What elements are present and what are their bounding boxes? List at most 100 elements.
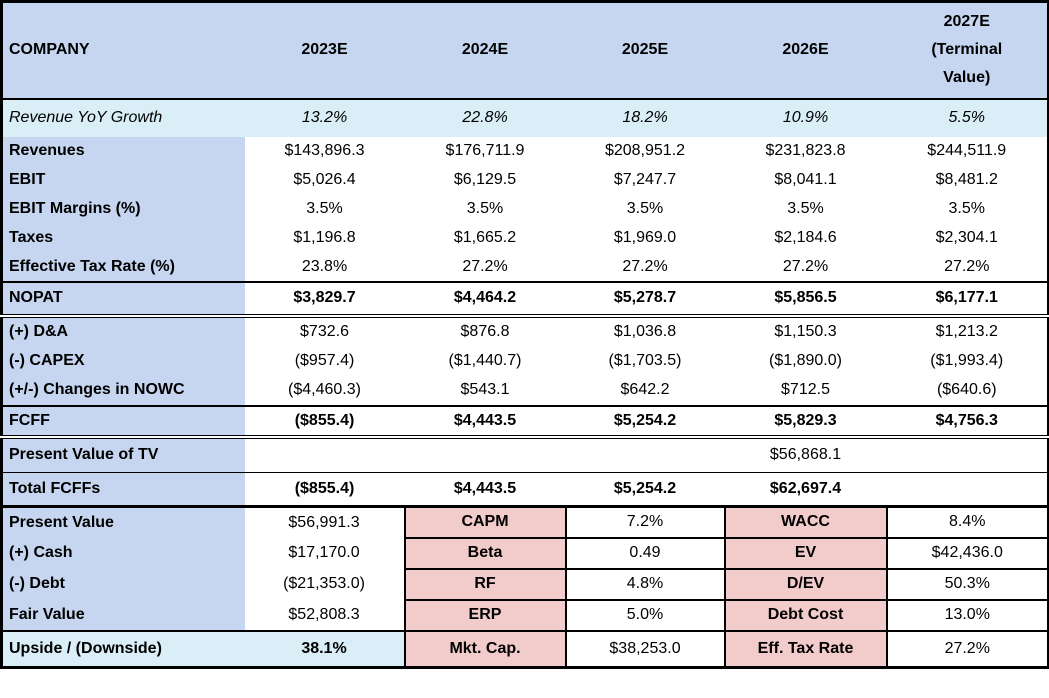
cell-value: $4,443.5 xyxy=(404,472,566,508)
fcff-row: FCFF ($855.4) $4,443.5 $5,254.2 $5,829.3… xyxy=(1,404,1049,439)
company-header-cell: COMPANY xyxy=(1,1,245,100)
cell-value: $4,756.3 xyxy=(886,404,1049,439)
cell-value: $1,150.3 xyxy=(724,315,887,346)
upside-value: 38.1% xyxy=(244,629,405,668)
cell-value: $876.8 xyxy=(404,315,566,346)
cell-value: 3.5% xyxy=(244,194,405,224)
cell-value: 27.2% xyxy=(886,252,1049,282)
cell-value: $8,481.2 xyxy=(886,165,1049,195)
cell-value: $5,026.4 xyxy=(244,165,405,195)
row-label: Present Value of TV xyxy=(1,436,245,473)
cell-value: $17,170.0 xyxy=(244,537,405,569)
metric-label-erp: ERP xyxy=(403,598,567,632)
changes-in-nowc-row: (+/-) Changes in NOWC ($4,460.3) $543.1 … xyxy=(1,375,1049,406)
cell-value: $5,829.3 xyxy=(724,404,887,439)
cell-value: $3,829.7 xyxy=(244,280,405,318)
row-label: (+) D&A xyxy=(1,315,245,346)
cell-value: ($1,440.7) xyxy=(404,345,566,376)
row-label: (-) CAPEX xyxy=(1,345,245,376)
cell-value: 23.8% xyxy=(244,252,405,282)
row-label: (+/-) Changes in NOWC xyxy=(1,375,245,406)
cell-value: 3.5% xyxy=(724,194,887,224)
row-label: Revenues xyxy=(1,136,245,166)
cell-value: 27.2% xyxy=(724,252,887,282)
cell-value: $231,823.8 xyxy=(724,136,887,166)
cell-value: ($1,993.4) xyxy=(886,345,1049,376)
row-label: NOPAT xyxy=(1,280,245,318)
cell-value: 3.5% xyxy=(886,194,1049,224)
metric-value-erp: 5.0% xyxy=(564,598,726,632)
cell-value: $1,036.8 xyxy=(565,315,725,346)
cell-value: 3.5% xyxy=(565,194,725,224)
metric-value-wacc: 8.4% xyxy=(885,505,1049,539)
row-label: Upside / (Downside) xyxy=(1,629,245,668)
cell-value xyxy=(565,436,725,473)
capex-row: (-) CAPEX ($957.4) ($1,440.7) ($1,703.5)… xyxy=(1,345,1049,376)
row-label: Present Value xyxy=(1,506,245,538)
row-label: EBIT Margins (%) xyxy=(1,194,245,224)
metric-label-debt-cost: Debt Cost xyxy=(723,598,888,632)
metric-label-beta: Beta xyxy=(403,536,567,570)
cell-value: $4,443.5 xyxy=(404,404,566,439)
cell-value: $2,304.1 xyxy=(886,223,1049,253)
dcf-table: COMPANY 2023E 2024E 2025E 2026E 2027E (T… xyxy=(0,0,1049,669)
col-header-2024e: 2024E xyxy=(404,1,566,100)
cell-value: $712.5 xyxy=(724,375,887,406)
taxes-row: Taxes $1,196.8 $1,665.2 $1,969.0 $2,184.… xyxy=(1,223,1049,253)
col-header-2026e: 2026E xyxy=(724,1,887,100)
cell-value: $5,254.2 xyxy=(565,404,725,439)
cell-value: $1,196.8 xyxy=(244,223,405,253)
cell-value: ($640.6) xyxy=(886,375,1049,406)
ebit-row: EBIT $5,026.4 $6,129.5 $7,247.7 $8,041.1… xyxy=(1,165,1049,195)
cell-value: $2,184.6 xyxy=(724,223,887,253)
cell-value: $208,951.2 xyxy=(565,136,725,166)
row-label: EBIT xyxy=(1,165,245,195)
cell-value: 10.9% xyxy=(724,98,887,137)
row-label: Taxes xyxy=(1,223,245,253)
header-row: COMPANY 2023E 2024E 2025E 2026E 2027E (T… xyxy=(1,1,1049,100)
cell-value: $56,868.1 xyxy=(724,436,887,473)
cell-value: $7,247.7 xyxy=(565,165,725,195)
row-label: (-) Debt xyxy=(1,568,245,600)
metric-value-eff-tax-rate: 27.2% xyxy=(885,629,1049,669)
row-label: Revenue YoY Growth xyxy=(1,98,245,137)
present-value-row: Present Value $56,991.3 CAPM 7.2% WACC 8… xyxy=(1,505,1049,539)
row-label: (+) Cash xyxy=(1,537,245,569)
cell-value: $52,808.3 xyxy=(244,599,405,631)
metric-value-mkt-cap: $38,253.0 xyxy=(564,629,726,669)
row-label: Fair Value xyxy=(1,599,245,631)
cell-value: $5,278.7 xyxy=(565,280,725,318)
cell-value xyxy=(886,436,1049,473)
fair-value-row: Fair Value $52,808.3 ERP 5.0% Debt Cost … xyxy=(1,598,1049,632)
present-value-of-tv-row: Present Value of TV $56,868.1 xyxy=(1,436,1049,473)
row-label: Total FCFFs xyxy=(1,472,245,508)
metric-label-dev: D/EV xyxy=(723,567,888,601)
cell-value: $62,697.4 xyxy=(724,472,887,508)
metric-label-wacc: WACC xyxy=(723,505,888,539)
cell-value: $642.2 xyxy=(565,375,725,406)
cell-value: $1,665.2 xyxy=(404,223,566,253)
cell-value: 18.2% xyxy=(565,98,725,137)
metric-value-rf: 4.8% xyxy=(564,567,726,601)
cell-value: ($4,460.3) xyxy=(244,375,405,406)
cell-value: ($855.4) xyxy=(244,472,405,508)
nopat-row: NOPAT $3,829.7 $4,464.2 $5,278.7 $5,856.… xyxy=(1,280,1049,318)
cell-value: $6,177.1 xyxy=(886,280,1049,318)
cell-value: ($1,890.0) xyxy=(724,345,887,376)
metric-value-dev: 50.3% xyxy=(885,567,1049,601)
cell-value: $244,511.9 xyxy=(886,136,1049,166)
cell-value: $4,464.2 xyxy=(404,280,566,318)
cell-value: 27.2% xyxy=(565,252,725,282)
cell-value xyxy=(886,472,1049,508)
cell-value: $143,896.3 xyxy=(244,136,405,166)
cell-value: $56,991.3 xyxy=(244,506,405,538)
debt-row: (-) Debt ($21,353.0) RF 4.8% D/EV 50.3% xyxy=(1,567,1049,601)
cell-value: $732.6 xyxy=(244,315,405,346)
cell-value: 5.5% xyxy=(886,98,1049,137)
metric-label-eff-tax-rate: Eff. Tax Rate xyxy=(723,629,888,669)
metric-label-capm: CAPM xyxy=(403,505,567,539)
col-header-2025e: 2025E xyxy=(565,1,725,100)
revenues-row: Revenues $143,896.3 $176,711.9 $208,951.… xyxy=(1,136,1049,166)
metric-label-mkt-cap: Mkt. Cap. xyxy=(403,629,567,669)
